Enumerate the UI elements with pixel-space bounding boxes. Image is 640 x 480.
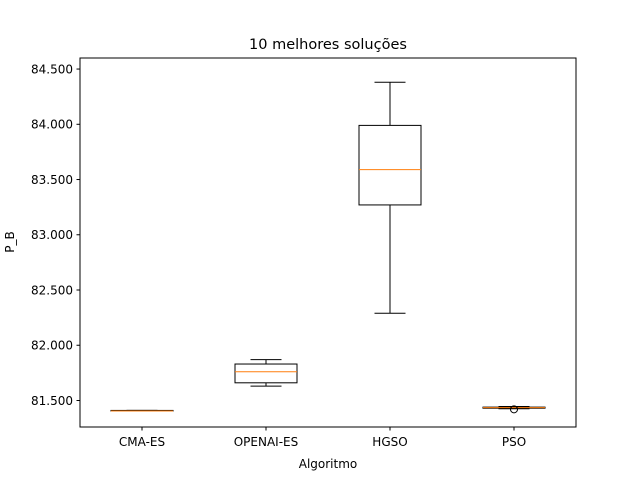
box-group xyxy=(234,359,298,387)
x-tick-label: CMA-ES xyxy=(119,435,165,449)
y-tick-label: 83.500 xyxy=(31,173,73,187)
box-iqr xyxy=(358,124,422,206)
x-axis: CMA-ES OPENAI-ES HGSO PSO xyxy=(119,427,526,449)
y-axis: 81.500 82.000 82.500 83.000 83.500 84.000 84.5… xyxy=(31,62,80,408)
y-tick-label: 84.000 xyxy=(31,118,73,132)
box-group xyxy=(482,405,546,414)
y-tick-label: 82.500 xyxy=(31,283,73,297)
x-tick-label: OPENAI-ES xyxy=(234,435,299,449)
y-axis-title: P_B xyxy=(3,231,17,252)
x-tick-label: PSO xyxy=(502,435,526,449)
y-tick-label: 82.000 xyxy=(31,339,73,353)
chart-title: 10 melhores soluções xyxy=(249,37,407,53)
box-iqr xyxy=(234,363,298,384)
y-tick-label: 81.500 xyxy=(31,394,73,408)
outlier-point xyxy=(510,405,518,414)
plot-frame xyxy=(79,57,577,428)
box-group xyxy=(358,81,422,314)
x-tick-label: HGSO xyxy=(372,435,407,449)
x-axis-title: Algoritmo xyxy=(299,457,358,471)
plot-marks xyxy=(110,81,546,414)
box-group xyxy=(110,409,174,412)
y-tick-label: 84.500 xyxy=(31,62,73,76)
y-tick-label: 83.000 xyxy=(31,228,73,242)
